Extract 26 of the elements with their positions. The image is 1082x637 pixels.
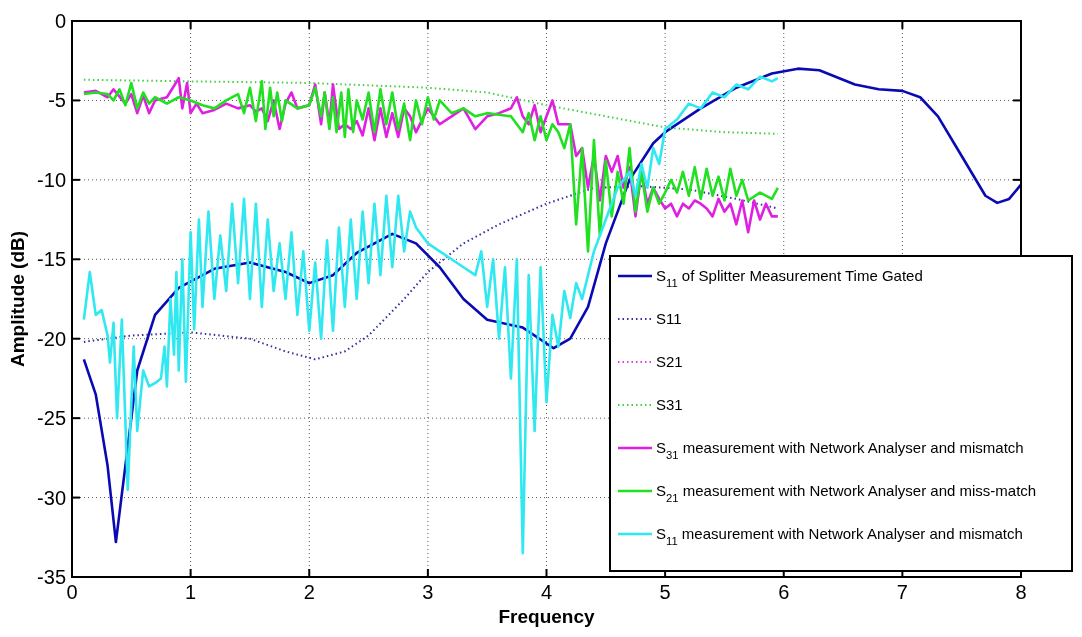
y-axis-title: Amplitude (dB) xyxy=(7,230,28,368)
x-tick-label: 8 xyxy=(1015,581,1027,603)
y-tick-label: -5 xyxy=(48,89,66,112)
legend-label: S31 xyxy=(656,396,683,414)
x-axis-title: Frequency xyxy=(498,606,595,627)
y-tick-label: -25 xyxy=(37,407,66,430)
x-tick-label: 1 xyxy=(185,581,197,603)
legend-label: S$_{31}$ measurement with Network Analyser and mismatch xyxy=(656,439,1024,462)
y-tick-label: 0 xyxy=(54,10,66,32)
legend-label: S$_{21}$ measurement with Network Analyser and miss-match xyxy=(656,482,1037,505)
y-tick-label: -15 xyxy=(37,248,66,271)
x-tick-label: 3 xyxy=(422,581,434,603)
y-tick-label: -20 xyxy=(37,327,66,350)
legend-label: S21 xyxy=(656,353,683,371)
x-tick-label: 6 xyxy=(778,581,790,603)
legend-label: S$_{11}$ of Splitter Measurement Time Gated xyxy=(656,267,923,290)
x-tick-label: 5 xyxy=(659,581,671,603)
x-tick-label: 7 xyxy=(896,581,908,603)
line-series xyxy=(82,78,779,135)
x-tick-label: 2 xyxy=(303,581,315,603)
y-tick-label: -35 xyxy=(37,566,66,588)
y-tick-label: -30 xyxy=(37,486,66,509)
legend-label: S$_{11}$ measurement with Network Analyser and mismatch xyxy=(656,525,1023,548)
legend-label: S11 xyxy=(656,310,682,328)
y-tick-label: -10 xyxy=(37,168,66,191)
x-tick-label: 4 xyxy=(540,581,553,603)
